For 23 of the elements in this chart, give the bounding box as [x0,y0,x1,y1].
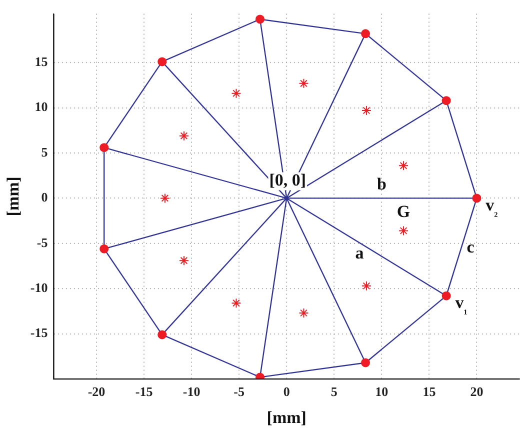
x-tick-label: 20 [470,384,484,400]
x-tick-label: 10 [375,384,388,400]
x-tick-label: -10 [182,384,200,400]
annotation: a [355,243,364,262]
annotation: [0, 0] [269,170,306,190]
y-tick-label: 5 [41,144,48,160]
x-tick-label: -20 [88,384,106,400]
y-tick-label: 10 [34,99,48,114]
x-tick-label: -5 [234,384,245,400]
x-tick-label: 5 [330,384,338,400]
x-tick-label: 0 [283,384,290,400]
annotation: G [396,202,410,222]
y-tick-label: -5 [36,234,48,250]
x-tick-label: 15 [422,384,436,400]
y-tick-label: -10 [30,280,48,295]
y-tick-label: -15 [30,325,48,340]
y-tick-label: 0 [41,190,48,205]
y-tick-label: 15 [34,54,48,69]
x-axis-title: [mm] [266,408,306,428]
y-axis-title: [mm] [4,176,23,216]
x-tick-label: -15 [135,384,154,400]
annotation: b [376,174,386,194]
annotation: c [466,237,475,256]
